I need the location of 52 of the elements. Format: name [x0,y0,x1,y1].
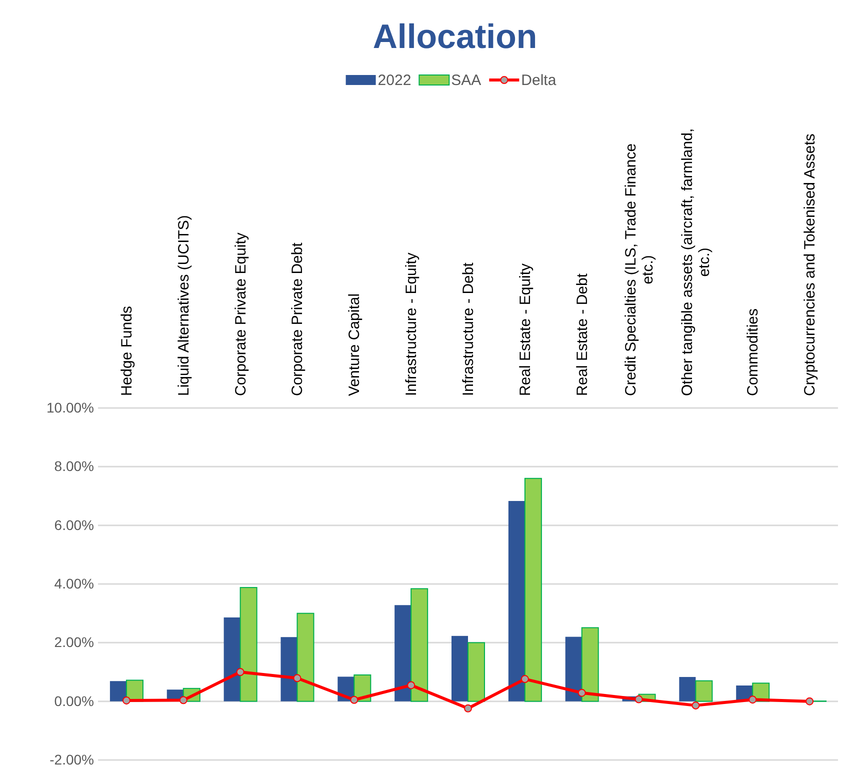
legend-label: Delta [521,72,557,89]
bar [679,676,696,702]
bar [240,587,258,702]
point [520,675,529,684]
point [407,681,416,690]
x-tick-label: Liquid Alternatives (UCITS) [175,215,192,396]
chart-title: Allocation [372,18,538,56]
y-tick-label: 0.00% [54,692,94,709]
x-tick-label: Infrastructure - Equity [403,252,420,396]
point [578,688,586,697]
point [692,701,700,710]
x-tick-label: Venture Capital [346,293,364,396]
point [293,674,302,682]
bar [524,478,542,702]
bar [296,612,314,702]
x-tick-label: Credit Specialties (ILS, Trade Finance etc.) [622,143,656,396]
point [464,704,472,712]
y-tick-label: 8.00% [54,458,94,474]
y-tick-label: 6.00% [54,516,94,533]
x-tick-label: Corporate Private Debt [289,242,306,396]
legend-label: 2022 [378,72,412,89]
point [179,696,188,704]
bar [468,642,486,702]
bar [410,588,428,702]
x-tick-label: Real Estate - Debt [574,272,591,396]
point [236,668,244,676]
bar [280,637,298,702]
y-tick-label: -2.00% [50,751,94,768]
bar [508,500,525,702]
bar [565,636,582,702]
bar [451,636,468,702]
y-tick-label: 2.00% [54,634,94,650]
point [806,697,814,706]
y-tick-label: 10.00% [46,399,94,416]
bar [224,617,240,702]
x-tick-label: Other tangible assets (aircraft, farmland, etc.) [679,128,714,396]
x-tick-label: Real Estate - Equity [516,262,534,396]
bar [581,627,599,702]
x-tick-label: Corporate Private Equity [232,232,250,396]
legend-label: SAA [451,72,482,89]
bar [394,605,412,702]
bar [110,681,126,702]
x-tick-label: Infrastructure - Debt [460,262,477,396]
x-tick-label: Hedge Funds [118,306,136,396]
x-tick-label: Commodities [744,308,762,396]
point [122,696,130,704]
point [634,695,643,704]
point [748,696,757,704]
x-tick-label: Cryptocurrencies and Tokenised Assets [802,134,819,396]
bar [695,680,713,702]
point [350,696,358,704]
y-tick-label: 4.00% [54,575,94,592]
